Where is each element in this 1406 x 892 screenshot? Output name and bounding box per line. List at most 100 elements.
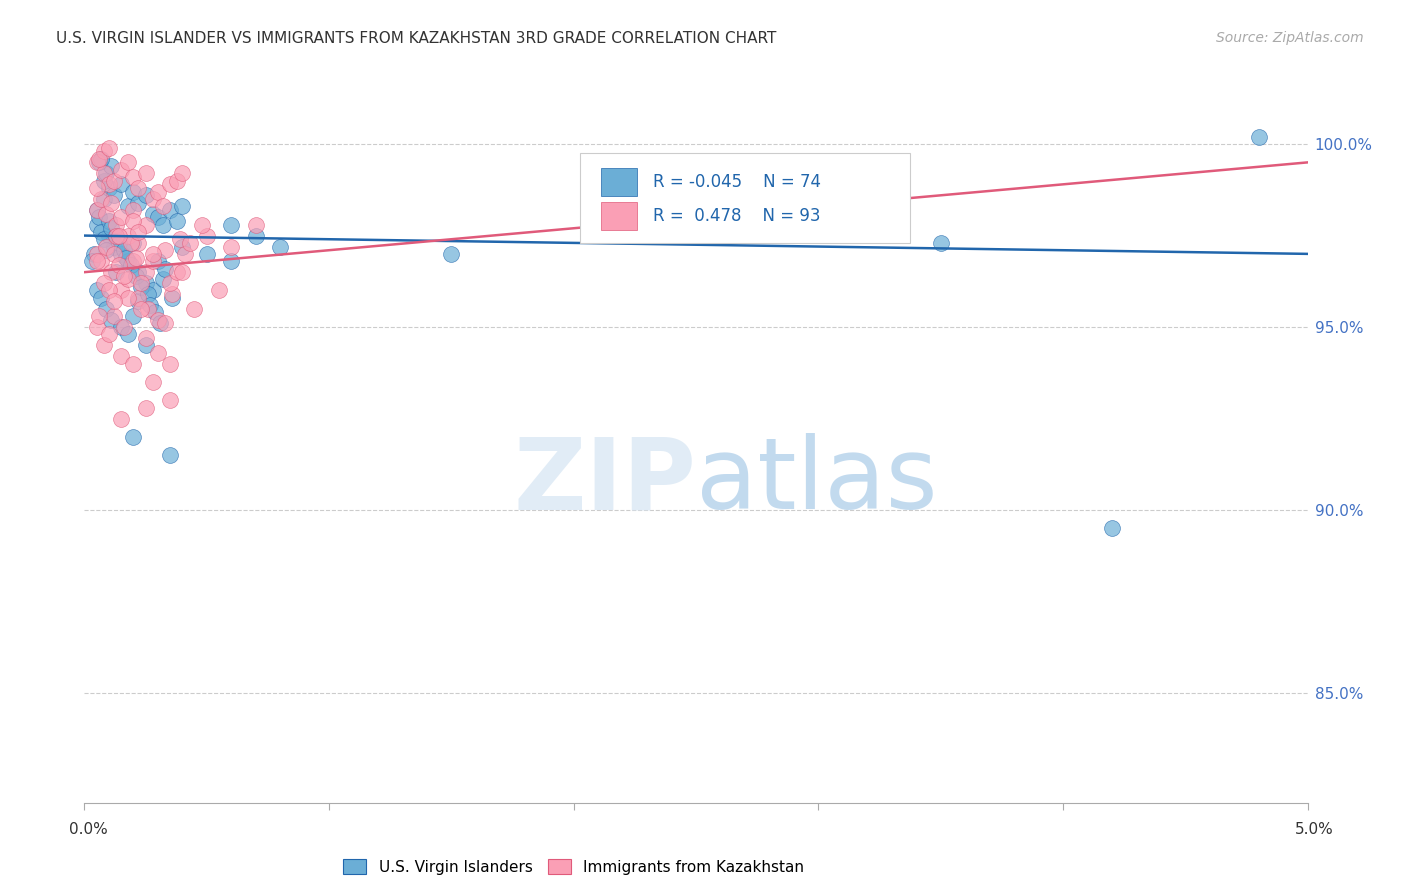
Point xyxy=(100,195,122,210)
Text: 5.0%: 5.0% xyxy=(1295,822,1334,837)
Point xyxy=(105,218,128,232)
Point xyxy=(195,228,218,243)
Point xyxy=(86,247,108,261)
Point xyxy=(142,284,165,298)
Point xyxy=(856,174,879,188)
Point xyxy=(166,214,188,228)
Point xyxy=(153,244,176,258)
Point xyxy=(142,247,165,261)
Point xyxy=(135,188,157,202)
Point xyxy=(159,178,181,192)
Point xyxy=(929,235,952,250)
Point xyxy=(152,218,174,232)
Point xyxy=(172,265,194,279)
Text: 0.0%: 0.0% xyxy=(69,822,108,837)
Point xyxy=(159,202,181,217)
Point xyxy=(93,232,115,246)
Point xyxy=(125,251,148,265)
Point xyxy=(129,276,152,290)
Point xyxy=(110,349,132,363)
Point xyxy=(110,162,132,177)
Point xyxy=(122,202,145,217)
Point xyxy=(96,206,118,220)
FancyBboxPatch shape xyxy=(579,153,910,243)
Point xyxy=(103,239,125,253)
Point xyxy=(120,258,142,272)
Point xyxy=(245,218,267,232)
Point xyxy=(110,247,132,261)
Point xyxy=(90,192,112,206)
Point xyxy=(172,166,194,180)
Point xyxy=(90,254,112,268)
Point xyxy=(159,357,181,371)
Point xyxy=(127,265,149,279)
Point xyxy=(105,228,128,243)
Point xyxy=(127,225,149,239)
Point xyxy=(146,211,169,225)
Point xyxy=(117,291,139,305)
Point xyxy=(110,320,132,334)
Point xyxy=(191,218,214,232)
Point xyxy=(110,411,132,425)
Point xyxy=(97,141,120,155)
Point xyxy=(142,375,165,389)
Point xyxy=(122,169,145,184)
Point xyxy=(122,185,145,199)
Point xyxy=(127,181,149,195)
Point xyxy=(117,155,139,169)
Point xyxy=(245,228,267,243)
Point xyxy=(112,244,135,258)
Point xyxy=(96,166,118,180)
Point xyxy=(107,228,129,243)
Text: R = -0.045    N = 74: R = -0.045 N = 74 xyxy=(654,173,821,191)
FancyBboxPatch shape xyxy=(600,202,637,230)
Point xyxy=(107,235,129,250)
Point xyxy=(152,199,174,213)
Point xyxy=(122,235,145,250)
Point xyxy=(100,265,122,279)
FancyBboxPatch shape xyxy=(600,168,637,196)
Point xyxy=(86,202,108,217)
Point xyxy=(93,145,115,159)
Point xyxy=(112,268,135,283)
Point xyxy=(135,338,157,352)
Point xyxy=(122,357,145,371)
Point xyxy=(183,301,205,316)
Point xyxy=(86,254,108,268)
Point xyxy=(127,195,149,210)
Point xyxy=(97,214,120,228)
Point xyxy=(100,159,122,173)
Point xyxy=(146,185,169,199)
Point xyxy=(159,393,181,408)
Point xyxy=(146,312,169,326)
Point xyxy=(86,284,108,298)
Point xyxy=(127,291,149,305)
Point xyxy=(135,218,157,232)
Point xyxy=(93,174,115,188)
Point xyxy=(219,254,242,268)
Point xyxy=(166,174,188,188)
Point xyxy=(93,338,115,352)
Point xyxy=(103,309,125,323)
Point xyxy=(117,199,139,213)
Point xyxy=(97,327,120,342)
Point xyxy=(120,235,142,250)
Point xyxy=(125,268,148,283)
Point xyxy=(127,294,149,309)
Point xyxy=(172,239,194,253)
Point xyxy=(162,291,184,305)
Point xyxy=(105,228,128,243)
Point xyxy=(219,218,242,232)
Point xyxy=(135,265,157,279)
Text: atlas: atlas xyxy=(696,434,938,530)
Point xyxy=(86,155,108,169)
Point xyxy=(105,265,128,279)
Point xyxy=(87,211,110,225)
Point xyxy=(173,247,195,261)
Point xyxy=(166,265,188,279)
Point xyxy=(103,174,125,188)
Point xyxy=(122,309,145,323)
Point xyxy=(135,401,157,415)
Point xyxy=(122,254,145,268)
Text: Source: ZipAtlas.com: Source: ZipAtlas.com xyxy=(1216,31,1364,45)
